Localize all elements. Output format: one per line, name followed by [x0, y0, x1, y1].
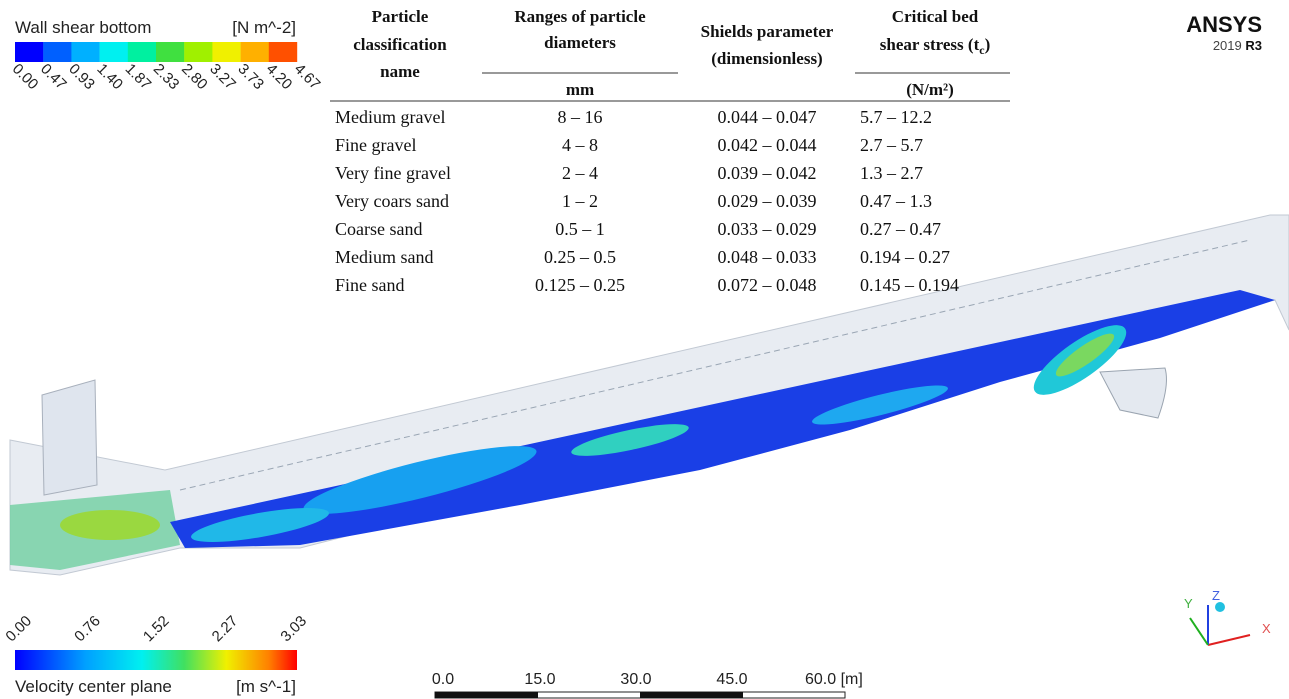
- legend-title: Wall shear bottom: [15, 18, 151, 37]
- logo-name: ANSYS: [1186, 12, 1262, 37]
- header-text: diameters: [544, 33, 616, 52]
- table-cell: Coarse sand: [335, 219, 422, 239]
- colorbar-segment: [268, 42, 298, 62]
- header-text: (dimensionless): [711, 49, 822, 68]
- velocity-colorbar: [15, 650, 297, 670]
- header-suffix: ): [985, 35, 991, 54]
- table-cell: 8 – 16: [558, 107, 603, 127]
- axis-label: Y: [1184, 596, 1193, 611]
- logo-version: 2019 R3: [1213, 38, 1262, 53]
- table-cell: 0.25 – 0.5: [544, 247, 616, 267]
- table-header: Particle: [372, 7, 429, 26]
- table-cell: 0.194 – 0.27: [860, 247, 950, 267]
- legend-unit: [N m^-2]: [232, 18, 296, 37]
- table-cell: 1 – 2: [562, 191, 598, 211]
- table-cell: 0.125 – 0.25: [535, 275, 625, 295]
- header-text: shear stress (t: [880, 35, 980, 54]
- colorbar-segment: [212, 42, 241, 62]
- header-text: Critical bed: [892, 7, 979, 26]
- legend-unit: [m s^-1]: [236, 677, 296, 696]
- table-cell: 1.3 – 2.7: [860, 163, 923, 183]
- scale-bar: [434, 691, 846, 699]
- table-cell: 2.7 – 5.7: [860, 135, 923, 155]
- table-cell: Very coars sand: [335, 191, 449, 211]
- legend-label: 3.27: [206, 60, 239, 93]
- legend-label: 3.73: [234, 60, 267, 93]
- legend-label: 0.00: [9, 60, 42, 93]
- legend-label: 2.27: [209, 612, 242, 645]
- table-unit: (N/m²): [906, 80, 954, 99]
- table-cell: 0.044 – 0.047: [718, 107, 817, 127]
- legend-label: 1.87: [122, 60, 155, 93]
- table-header: Shields parameter: [701, 22, 834, 41]
- table-cell: 0.029 – 0.039: [718, 191, 817, 211]
- table-cell: Medium gravel: [335, 107, 445, 127]
- table-header: diameters: [544, 33, 616, 52]
- table-cell: Fine gravel: [335, 135, 416, 155]
- table-cell: 0.5 – 1: [555, 219, 605, 239]
- legend-label: 1.52: [140, 612, 173, 645]
- table-cell: 0.072 – 0.048: [718, 275, 817, 295]
- scale-label: 0.0: [432, 671, 454, 688]
- header-text: Particle: [372, 7, 429, 26]
- colorbar-segment: [240, 42, 269, 62]
- header-text: Shields parameter: [701, 22, 834, 41]
- table-cell: 0.039 – 0.042: [718, 163, 817, 183]
- legend-label: 4.67: [291, 60, 324, 93]
- header-text: classification: [353, 35, 447, 54]
- header-subscript: c: [979, 43, 985, 57]
- table-cell: 0.033 – 0.029: [718, 219, 817, 239]
- table-header: Ranges of particle: [514, 7, 646, 26]
- scale-label: 60.0 [m]: [805, 671, 863, 688]
- table-header: name: [380, 62, 420, 81]
- table-cell: 0.042 – 0.044: [718, 135, 817, 155]
- colorbar-segment: [99, 42, 128, 62]
- scale-label: 15.0: [524, 671, 555, 688]
- cfd-scene: [9, 214, 1289, 576]
- wall-shear-colorbar: [15, 42, 298, 62]
- table-cell: Fine sand: [335, 275, 405, 295]
- table-cell: 0.048 – 0.033: [718, 247, 817, 267]
- scale-label: 45.0: [716, 671, 747, 688]
- table-cell: 0.145 – 0.194: [860, 275, 959, 295]
- table-cell: 0.47 – 1.3: [860, 191, 932, 211]
- colorbar-segment: [127, 42, 157, 62]
- legend-label: 4.20: [263, 60, 296, 93]
- table-header: shear stress (tc): [880, 35, 990, 57]
- colorbar-segment: [43, 42, 72, 62]
- release: R3: [1245, 38, 1262, 53]
- legend-label: 2.33: [150, 60, 183, 93]
- table-cell: 4 – 8: [562, 135, 598, 155]
- legend-label: 0.93: [65, 60, 98, 93]
- legend-label: 0.47: [37, 60, 70, 93]
- table-header: (dimensionless): [711, 49, 822, 68]
- legend-label: 3.03: [277, 612, 310, 645]
- table-unit: mm: [566, 80, 594, 99]
- header-text: name: [380, 62, 420, 81]
- table-cell: Medium sand: [335, 247, 434, 267]
- axis-triad: [1189, 602, 1251, 646]
- version: 2019: [1213, 38, 1242, 53]
- table-cell: 0.27 – 0.47: [860, 219, 941, 239]
- colorbar-segment: [15, 42, 44, 62]
- legend-label: 1.40: [93, 60, 126, 93]
- axis-label: Z: [1212, 588, 1220, 603]
- colorbar-segment: [184, 42, 213, 62]
- scale-label: 30.0: [620, 671, 651, 688]
- table-cell: 5.7 – 12.2: [860, 107, 932, 127]
- legend-label: 2.80: [178, 60, 211, 93]
- table-header: Critical bed: [892, 7, 979, 26]
- axis-label: X: [1262, 621, 1271, 636]
- legend-title: Velocity center plane: [15, 677, 172, 696]
- legend-label: 0.76: [71, 612, 104, 645]
- table-cell: 2 – 4: [562, 163, 598, 183]
- colorbar-segment: [71, 42, 100, 62]
- table-header: classification: [353, 35, 447, 54]
- table-cell: Very fine gravel: [335, 163, 451, 183]
- header-text: Ranges of particle: [514, 7, 646, 26]
- legend-label: 0.00: [2, 612, 35, 645]
- colorbar-segment: [156, 42, 185, 62]
